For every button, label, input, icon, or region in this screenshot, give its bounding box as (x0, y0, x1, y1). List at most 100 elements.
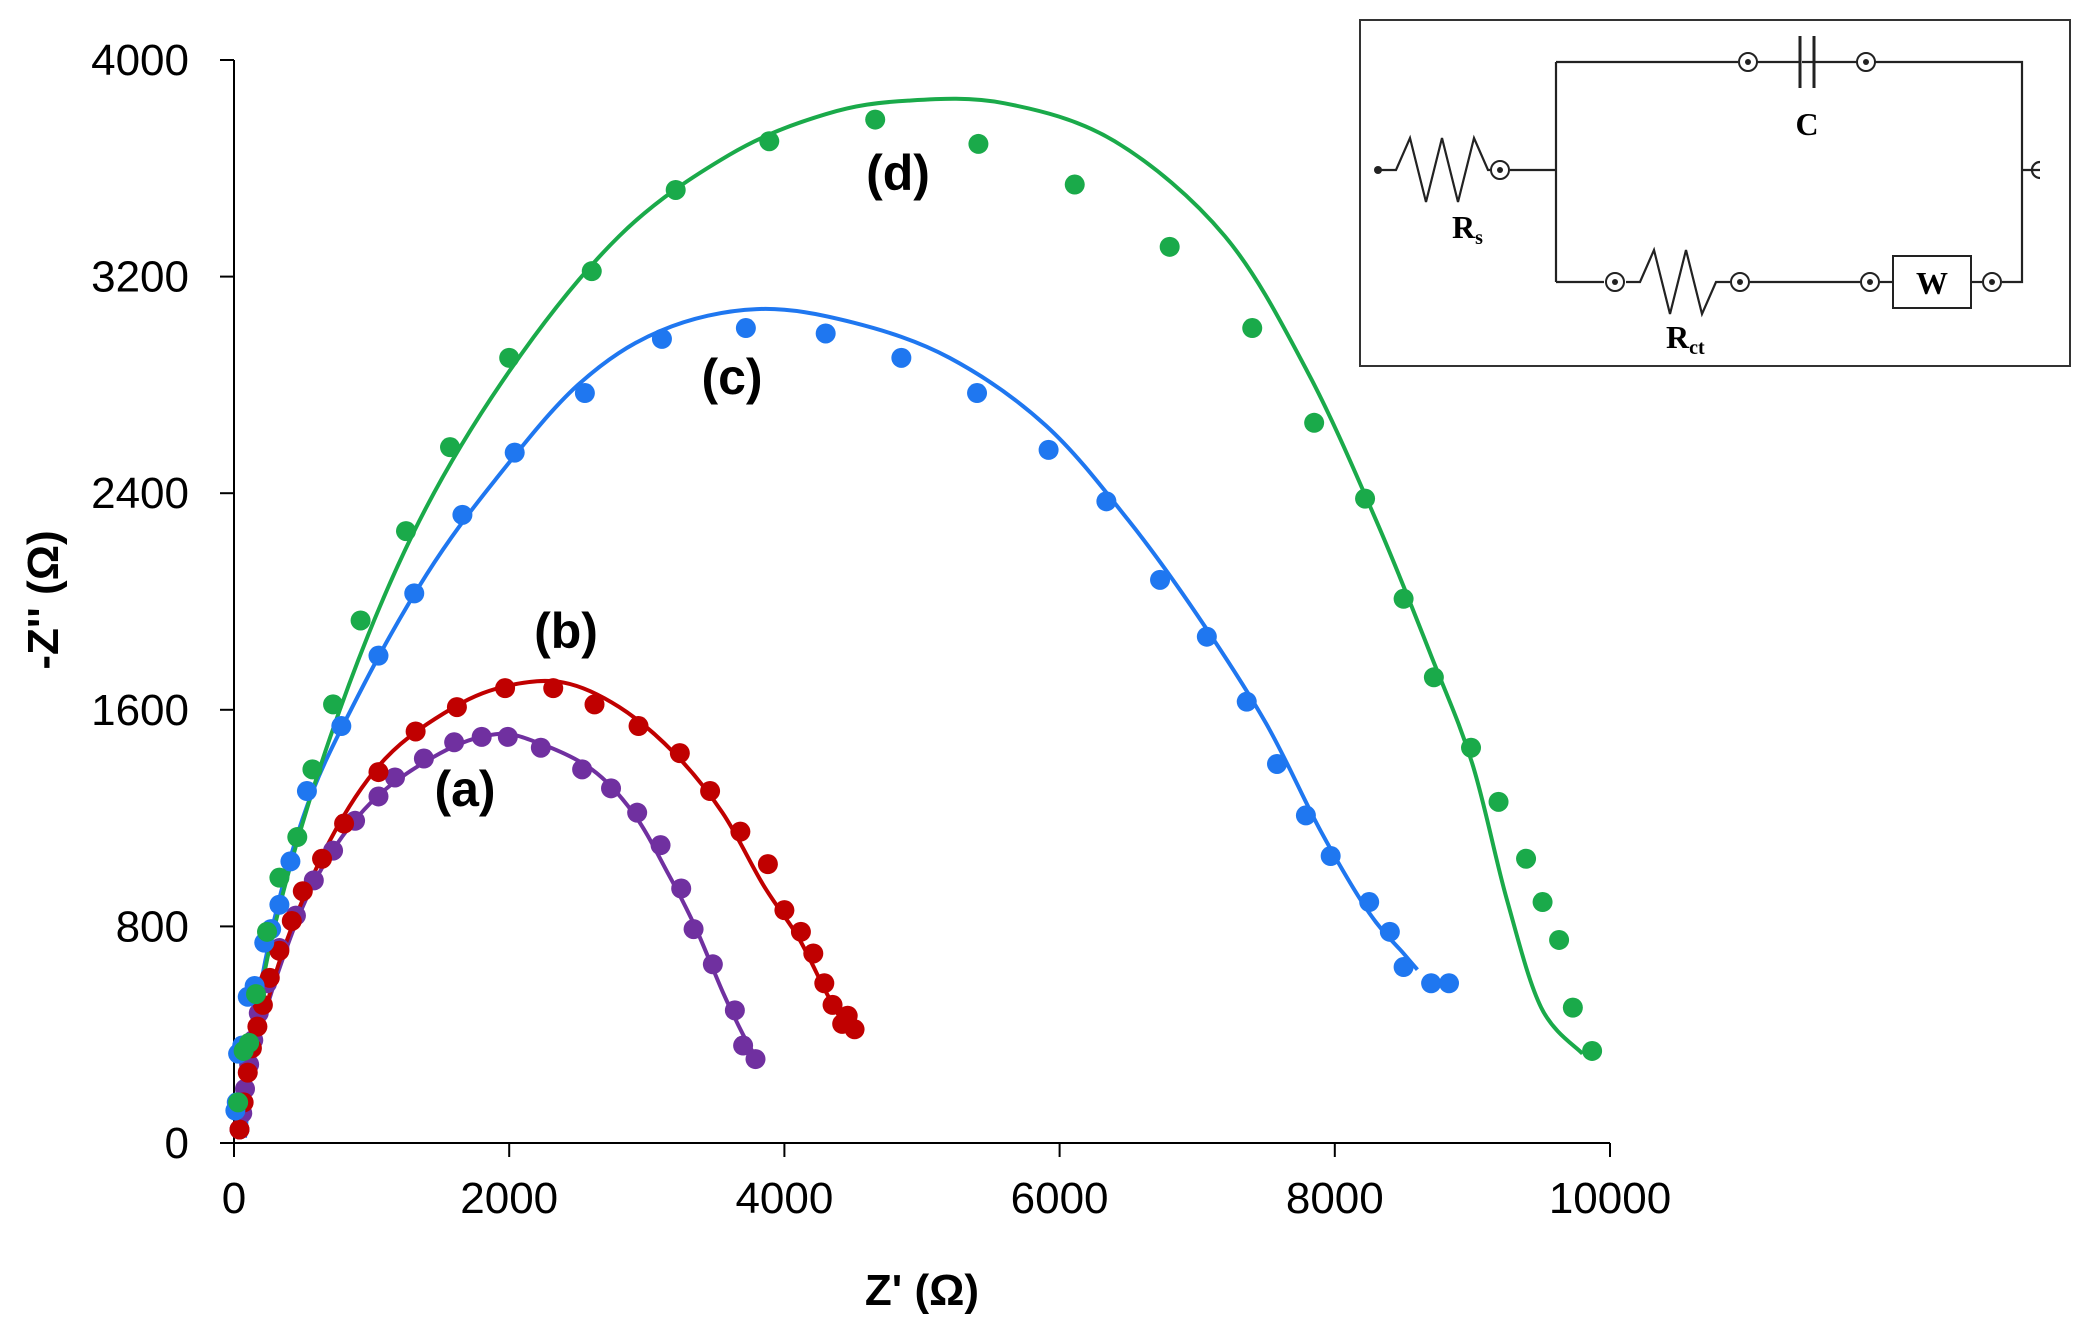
data-point-b (543, 678, 564, 699)
data-point-b (368, 762, 389, 783)
data-point-a (627, 802, 648, 823)
data-point-c (1236, 691, 1257, 712)
data-point-d (440, 437, 461, 458)
data-point-d (350, 610, 371, 631)
data-point-d (246, 984, 267, 1005)
rct-label: Rct (1666, 319, 1705, 359)
data-point-b (281, 910, 302, 931)
tick-layer: 0 2000 4000 6000 8000 10000 0 800 1600 2400 3200 40… (91, 36, 1671, 1223)
data-point-a (444, 732, 465, 753)
x-tick-label: 6000 (1011, 1174, 1109, 1223)
data-point-d (968, 133, 989, 154)
data-point-b (757, 854, 778, 875)
data-point-d (323, 694, 344, 715)
data-point-b (292, 881, 313, 902)
y-tick-label: 1600 (91, 686, 189, 735)
data-point-a (530, 737, 551, 758)
data-point-d (1516, 848, 1537, 869)
data-point-c (331, 716, 352, 737)
data-point-c (735, 318, 756, 339)
data-point-c (269, 894, 290, 915)
c-label: C (1795, 106, 1818, 142)
curve-label-a: (a) (434, 761, 495, 817)
data-point-c (891, 347, 912, 368)
curve-label-c: (c) (701, 349, 762, 405)
curve-label-d: (d) (866, 145, 930, 201)
data-point-d (302, 759, 323, 780)
data-point-d (1549, 929, 1570, 950)
data-point-d (1355, 488, 1376, 509)
data-point-b (237, 1062, 258, 1083)
data-point-c (815, 323, 836, 344)
x-tick-label: 10000 (1549, 1174, 1671, 1223)
w-label: W (1916, 265, 1948, 301)
data-point-b (790, 921, 811, 942)
data-point-d (1159, 236, 1180, 257)
data-point-c (368, 645, 389, 666)
data-point-a (572, 759, 593, 780)
data-point-b (814, 973, 835, 994)
data-point-b (584, 694, 605, 715)
data-point-d (1562, 997, 1583, 1018)
data-point-b (269, 940, 290, 961)
data-point-c (1359, 892, 1380, 913)
data-point-a (368, 786, 389, 807)
y-tick-label: 3200 (91, 253, 189, 302)
data-point-a (413, 748, 434, 769)
data-point-c (296, 781, 317, 802)
data-point-a (601, 778, 622, 799)
data-point-a (671, 878, 692, 899)
data-point-d (1393, 588, 1414, 609)
data-point-d (1064, 174, 1085, 195)
y-tick-label: 4000 (91, 36, 189, 85)
data-point-c (280, 851, 301, 872)
data-point-b (405, 721, 426, 742)
equivalent-circuit-inset: Rs C Rct W (1359, 19, 2071, 367)
data-point-d (1461, 737, 1482, 758)
data-point-b (312, 848, 333, 869)
data-point-b (446, 697, 467, 718)
data-point-c (1320, 846, 1341, 867)
data-point-b (774, 900, 795, 921)
data-point-b (669, 743, 690, 764)
data-point-d (665, 179, 686, 200)
data-point-b (334, 813, 355, 834)
data-point-d (287, 827, 308, 848)
data-point-d (1242, 318, 1263, 339)
data-point-c (1439, 973, 1460, 994)
y-tick-label: 800 (116, 902, 189, 951)
curve-label-b: (b) (534, 603, 598, 659)
data-point-c (1393, 957, 1414, 978)
data-point-c (1379, 921, 1400, 942)
data-point-d (1582, 1040, 1603, 1061)
data-point-a (733, 1035, 754, 1056)
data-point-d (1488, 791, 1509, 812)
data-point-c (1267, 753, 1288, 774)
data-point-a (702, 954, 723, 975)
data-point-b (803, 943, 824, 964)
x-tick-label: 2000 (460, 1174, 558, 1223)
data-point-d (396, 521, 416, 542)
data-point-c (967, 383, 988, 404)
y-tick-label: 2400 (91, 469, 189, 518)
inset-frame (1359, 19, 2071, 367)
data-point-a (471, 726, 492, 747)
axes (233, 60, 1610, 1144)
data-point-d (499, 347, 520, 368)
fit-line-a (237, 731, 758, 1138)
data-point-a (745, 1049, 766, 1070)
data-point-a (724, 1000, 745, 1021)
rs-label: Rs (1452, 209, 1483, 249)
data-point-d (1532, 892, 1553, 913)
data-point-a (497, 726, 518, 747)
data-point-d (228, 1092, 249, 1113)
data-point-d (257, 921, 278, 942)
data-point-c (1295, 805, 1316, 826)
data-point-c (1150, 569, 1171, 590)
data-point-c (651, 328, 672, 349)
data-point-c (404, 583, 425, 604)
data-point-d (581, 261, 602, 282)
data-point-b (700, 781, 721, 802)
data-point-d (865, 109, 886, 130)
